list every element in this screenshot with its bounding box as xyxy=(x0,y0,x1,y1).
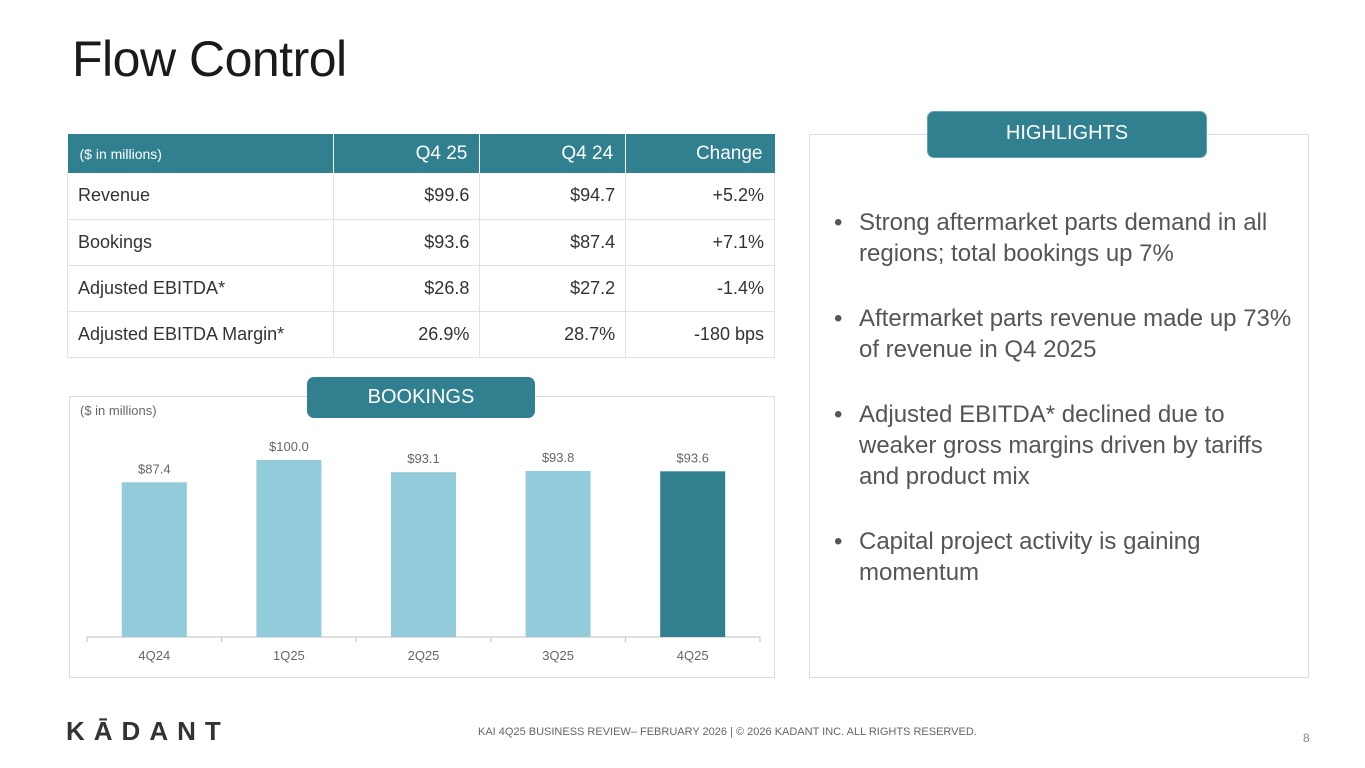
bar-1q25 xyxy=(256,460,322,637)
highlight-item: • Strong aftermarket parts demand in all… xyxy=(834,207,1299,269)
table-cell: 28.7% xyxy=(479,311,627,358)
table-row: Adjusted EBITDA Margin* 26.9% 28.7% -180… xyxy=(67,311,775,358)
bar-4q24 xyxy=(121,482,187,637)
table-row: Adjusted EBITDA* $26.8 $27.2 -1.4% xyxy=(67,265,775,312)
column-header: Q4 25 xyxy=(333,134,481,173)
kadant-logo: KĀDANT xyxy=(66,716,230,746)
highlights-list: • Strong aftermarket parts demand in all… xyxy=(834,207,1299,622)
table-cell: $26.8 xyxy=(333,265,481,312)
row-label: Revenue xyxy=(67,173,334,220)
row-label: Adjusted EBITDA* xyxy=(67,265,334,312)
bar-2q25 xyxy=(391,472,456,637)
x-tick-label: 4Q24 xyxy=(138,648,170,663)
highlight-text: Aftermarket parts revenue made up 73% of… xyxy=(859,305,1292,363)
bullet-marker: • xyxy=(834,528,843,555)
bullet-marker: • xyxy=(834,209,843,236)
bullet-marker: • xyxy=(834,401,843,428)
table-header-row: ($ in millions) Q4 25 Q4 24 Change xyxy=(67,134,775,173)
column-header: Change xyxy=(625,134,775,173)
page-number: 8 xyxy=(1303,731,1310,745)
bullet-marker: • xyxy=(834,305,843,332)
highlight-text: Strong aftermarket parts demand in all r… xyxy=(859,209,1268,267)
table-cell: $94.7 xyxy=(479,173,627,220)
table-cell: 26.9% xyxy=(333,311,481,358)
bar-3q25 xyxy=(525,470,591,637)
highlight-item: • Aftermarket parts revenue made up 73% … xyxy=(834,303,1299,365)
footer-copyright: KAI 4Q25 BUSINESS REVIEW– FEBRUARY 2026 … xyxy=(478,726,977,738)
highlights-label: HIGHLIGHTS xyxy=(927,111,1207,158)
table-row: Bookings $93.6 $87.4 +7.1% xyxy=(67,219,775,266)
table-cell: -1.4% xyxy=(625,265,775,312)
table-cell: $27.2 xyxy=(479,265,627,312)
table-cell: +7.1% xyxy=(625,219,775,266)
table-cell: $99.6 xyxy=(333,173,481,220)
financial-summary-table: ($ in millions) Q4 25 Q4 24 Change Reven… xyxy=(67,134,775,358)
highlight-item: • Capital project activity is gaining mo… xyxy=(834,526,1299,588)
highlight-text: Adjusted EBITDA* declined due to weaker … xyxy=(859,401,1263,490)
bar-value-label: $93.6 xyxy=(676,450,709,465)
bar-value-label: $93.8 xyxy=(542,450,575,465)
bar-value-label: $87.4 xyxy=(138,461,171,476)
highlights-panel: • Strong aftermarket parts demand in all… xyxy=(809,134,1309,678)
table-row: Revenue $99.6 $94.7 +5.2% xyxy=(67,173,775,220)
row-label: Adjusted EBITDA Margin* xyxy=(67,311,334,358)
x-tick-label: 1Q25 xyxy=(273,648,305,663)
column-header: ($ in millions) xyxy=(67,134,334,173)
highlight-item: • Adjusted EBITDA* declined due to weake… xyxy=(834,399,1299,492)
x-tick-label: 3Q25 xyxy=(542,648,574,663)
bookings-label: BOOKINGS xyxy=(307,377,535,418)
table-cell: -180 bps xyxy=(625,311,775,358)
row-label: Bookings xyxy=(67,219,334,266)
bar-value-label: $100.0 xyxy=(269,439,309,454)
chart-unit-note: ($ in millions) xyxy=(80,403,157,418)
table-cell: +5.2% xyxy=(625,173,775,220)
table-cell: $87.4 xyxy=(479,219,627,266)
bookings-bar-chart: $87.4 4Q24 $100.0 1Q25 $93.1 2Q25 $93.8 3Q25 $93… xyxy=(86,439,761,663)
bar-value-label: $93.1 xyxy=(407,451,440,466)
table-cell: $93.6 xyxy=(333,219,481,266)
x-tick-label: 4Q25 xyxy=(677,648,709,663)
highlight-text: Capital project activity is gaining mome… xyxy=(859,528,1201,586)
bar-4q25 xyxy=(660,471,726,637)
page-title: Flow Control xyxy=(72,31,347,87)
column-header: Q4 24 xyxy=(479,134,627,173)
x-tick-label: 2Q25 xyxy=(408,648,440,663)
bookings-chart-panel: ($ in millions) $87.4 4Q24 $100.0 1Q25 $93.1… xyxy=(69,396,775,678)
